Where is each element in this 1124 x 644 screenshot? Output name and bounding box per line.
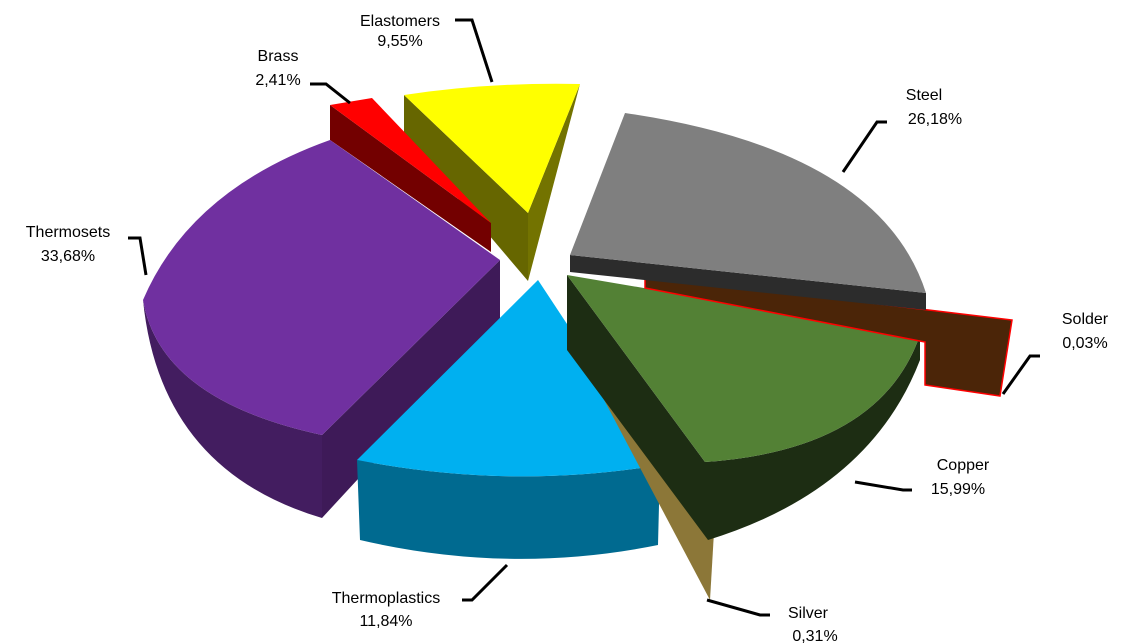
label-steel-percent: 26,18% [908, 111, 962, 128]
pie-slices [143, 83, 1013, 600]
leader-line-solder [1001, 354, 1040, 395]
label-solder-percent: 0,03% [1062, 335, 1107, 352]
slice-brass-side [330, 105, 491, 252]
label-thermosets-percent: 33,68% [41, 248, 95, 265]
slice-elastomers-side-left [404, 95, 528, 281]
label-silver-percent: 0,31% [792, 628, 837, 644]
label-steel-name: Steel [906, 87, 942, 104]
slice-steel-side [570, 255, 926, 310]
slice-thermoplastics-side [357, 460, 660, 559]
label-elastomers-name: Elastomers [360, 13, 440, 30]
leader-lines [128, 18, 1040, 617]
slice-elastomers [404, 83, 580, 213]
label-silver-name: Silver [788, 605, 829, 622]
slice-copper-side [567, 275, 920, 540]
leader-line-elastomers [455, 18, 494, 83]
slice-thermoplastics [357, 280, 660, 477]
leader-line-copper [854, 480, 912, 492]
slice-solder [644, 275, 1013, 397]
label-elastomers-percent: 9,55% [377, 33, 422, 50]
label-thermoplastics-percent: 11,84% [359, 613, 412, 630]
label-solder-name: Solder [1062, 311, 1109, 328]
label-thermoplastics-name: Thermoplastics [332, 590, 440, 607]
slice-steel [570, 113, 926, 293]
label-thermosets-name: Thermosets [26, 224, 110, 241]
label-copper-name: Copper [937, 457, 990, 474]
leader-line-steel [841, 120, 887, 173]
leader-line-thermoplastics [462, 563, 509, 602]
slice-elastomers-side [528, 84, 580, 281]
leader-line-brass [310, 82, 351, 105]
label-brass-percent: 2,41% [255, 72, 300, 89]
slice-brass [330, 98, 491, 223]
slice-thermosets-side [143, 300, 322, 518]
label-brass-name: Brass [258, 48, 299, 65]
leader-line-thermosets [128, 236, 148, 276]
leader-line-silver [706, 598, 770, 617]
slice-thermosets [143, 140, 500, 435]
data-labels: Elastomers 9,55% Brass 2,41% Steel 26,18… [26, 13, 1109, 644]
label-copper-percent: 15,99% [931, 481, 985, 498]
